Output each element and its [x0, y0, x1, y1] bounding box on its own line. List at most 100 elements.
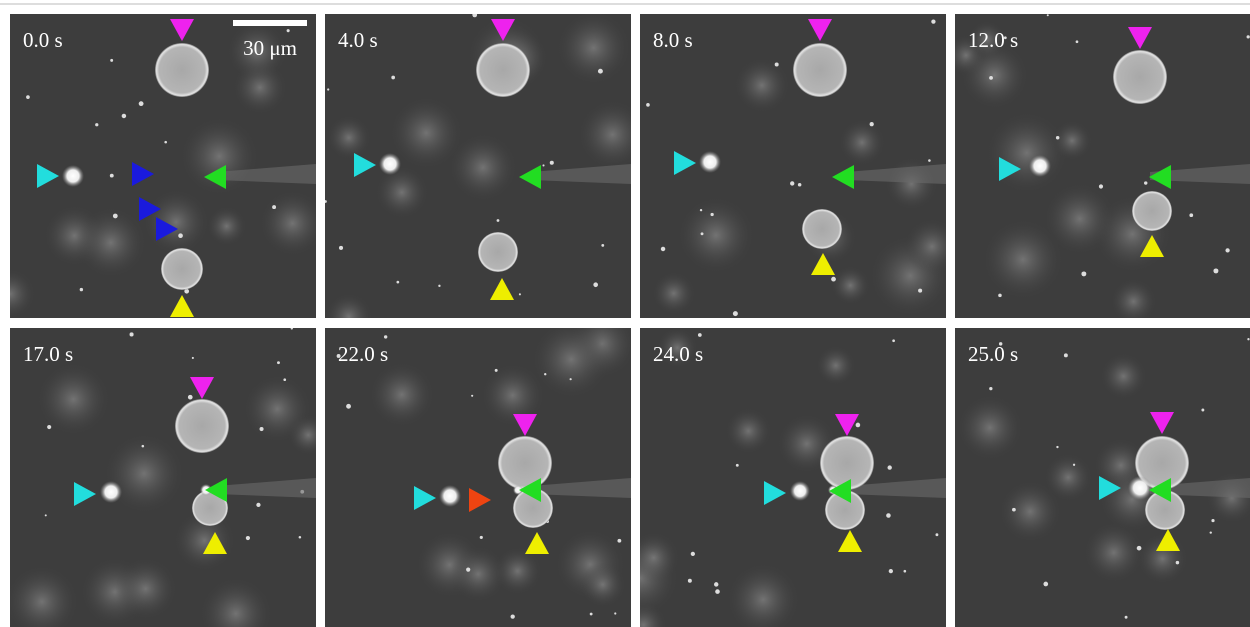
speck [736, 464, 739, 467]
speck [339, 246, 343, 250]
speck [928, 159, 931, 162]
speck [1125, 616, 1128, 619]
background-haze [244, 376, 310, 442]
speck [1201, 409, 1204, 412]
speck [384, 335, 387, 338]
background-haze [260, 191, 324, 255]
bright-spot [439, 485, 461, 507]
background-haze [726, 409, 771, 454]
speck [601, 244, 604, 247]
speck [892, 339, 895, 342]
panel-content [955, 328, 1250, 627]
background-haze [983, 220, 1062, 299]
micrograph-panel: 22.0 s [325, 311, 635, 627]
speck [646, 103, 650, 107]
time-label: 25.0 s [968, 342, 1018, 366]
background-haze [832, 267, 870, 305]
speck [1176, 561, 1179, 564]
bright-spot [1029, 155, 1051, 177]
scale-bar-label: 30 μm [243, 36, 297, 60]
micrograph-panel: 24.0 s [603, 328, 946, 627]
speck [438, 285, 440, 287]
background-haze [76, 208, 145, 277]
speck [113, 214, 118, 219]
speck [1047, 14, 1049, 16]
speck [715, 589, 720, 594]
vesicle [802, 209, 842, 249]
speck [1073, 464, 1075, 466]
speck [480, 536, 483, 539]
speck [95, 123, 98, 126]
vesicle [175, 399, 229, 453]
background-haze [653, 273, 695, 315]
speck [1056, 136, 1059, 139]
background-haze [679, 198, 754, 273]
speck [798, 183, 802, 187]
speck [283, 378, 286, 381]
speck [688, 579, 692, 583]
background-haze [840, 120, 885, 165]
panel-content [6, 327, 328, 627]
speck [110, 59, 113, 62]
background-haze [370, 363, 433, 426]
speck [733, 311, 738, 316]
speck [1076, 40, 1079, 43]
background-haze [905, 219, 959, 273]
speck [1137, 546, 1142, 551]
time-label: 12.0 s [968, 28, 1018, 52]
vesicle [476, 43, 530, 97]
speck [47, 425, 51, 429]
speck [998, 294, 1002, 298]
speck [130, 332, 134, 336]
speck [989, 76, 993, 80]
panel-grid: 0.0 s30 μm4.0 s8.0 s12.0 s17.0 s22.0 s24… [0, 12, 1250, 627]
speck [542, 164, 544, 166]
background-haze [1053, 121, 1092, 160]
speck [472, 13, 477, 18]
background-haze [581, 562, 625, 606]
speck [593, 282, 598, 287]
micrograph-panel: 0.0 s30 μm [0, 14, 325, 318]
bright-spot [62, 165, 84, 187]
speck [391, 76, 395, 80]
vesicle [1132, 191, 1172, 231]
speck [661, 247, 665, 251]
speck [142, 445, 145, 448]
speck [544, 373, 546, 375]
speck [1012, 508, 1016, 512]
speck [327, 88, 329, 90]
speck [904, 570, 907, 573]
vesicle [498, 436, 552, 490]
speck [291, 327, 293, 329]
background-haze [1101, 354, 1146, 399]
background-haze [533, 321, 609, 397]
speck [1081, 271, 1086, 276]
background-haze [38, 364, 109, 435]
speck [188, 395, 193, 400]
speck [701, 232, 704, 235]
speck [1043, 582, 1048, 587]
speck [570, 378, 572, 380]
speck [790, 181, 794, 185]
vesicle [1113, 50, 1167, 104]
panel-content [324, 12, 646, 340]
speck [324, 200, 327, 203]
speck [698, 333, 702, 337]
speck [80, 288, 83, 291]
background-haze [579, 101, 646, 168]
speck [287, 29, 290, 32]
speck [256, 503, 260, 507]
figure: 0.0 s30 μm4.0 s8.0 s12.0 s17.0 s22.0 s24… [0, 0, 1250, 627]
speck [178, 233, 183, 238]
speck [466, 568, 470, 572]
time-label: 22.0 s [338, 342, 388, 366]
background-haze [987, 113, 1067, 193]
vesicle [155, 43, 209, 97]
bright-spot [100, 481, 122, 503]
micrograph-panel: 12.0 s [946, 14, 1250, 324]
speck [246, 536, 250, 540]
panel-content [946, 14, 1250, 324]
background-haze [327, 116, 370, 159]
speck [710, 213, 713, 216]
background-haze [144, 190, 208, 254]
